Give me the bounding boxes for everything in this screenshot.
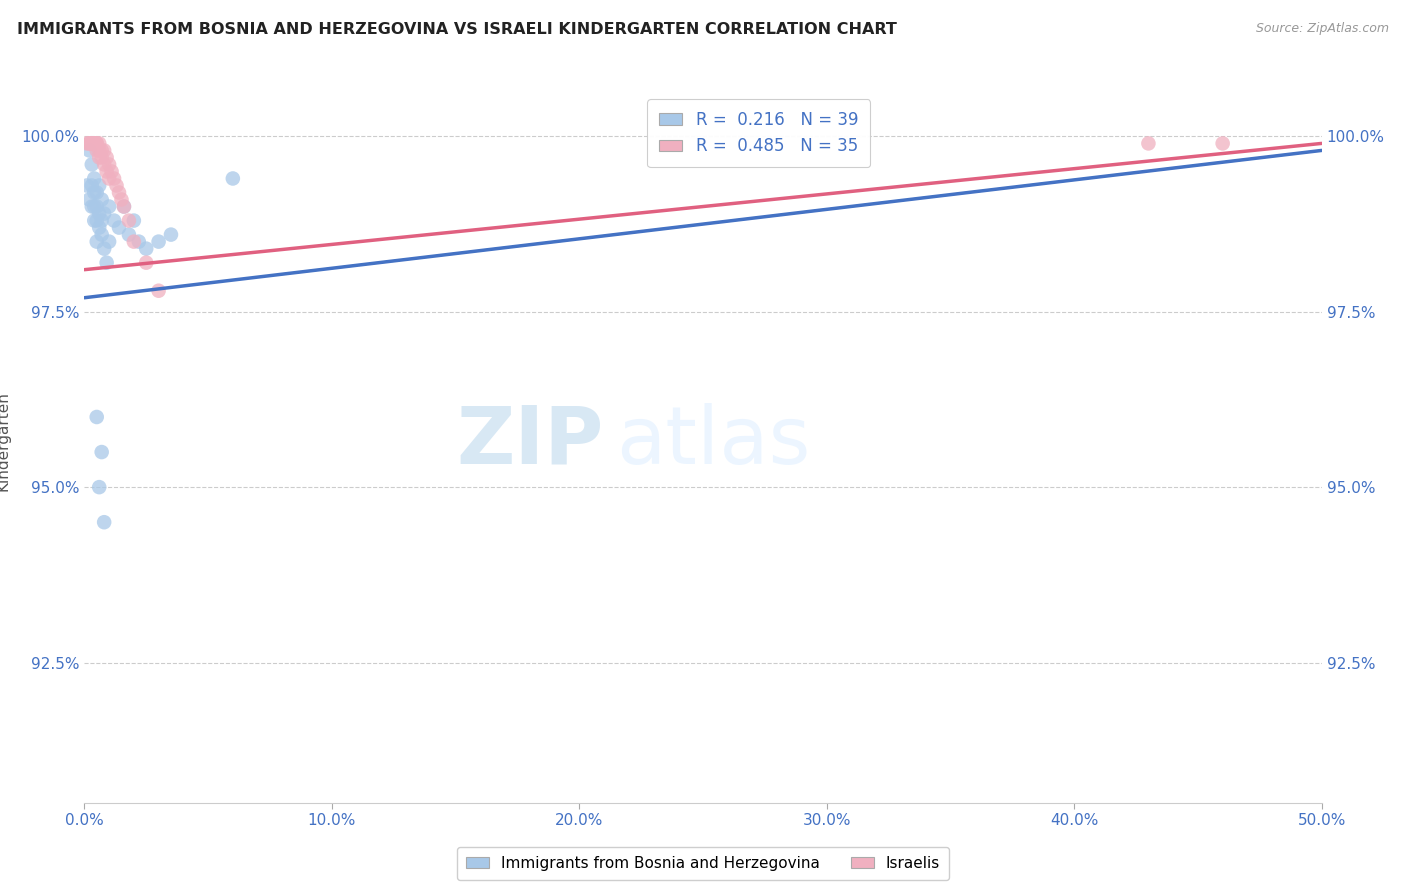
Point	[118, 227, 141, 242]
Point	[98, 171, 121, 186]
Point	[83, 136, 105, 151]
Point	[86, 200, 108, 214]
Text: atlas: atlas	[616, 402, 811, 481]
Point	[90, 213, 112, 227]
Point	[89, 480, 111, 494]
Text: Source: ZipAtlas.com: Source: ZipAtlas.com	[1256, 22, 1389, 36]
Point	[80, 178, 103, 193]
Point	[93, 515, 115, 529]
Point	[86, 213, 108, 227]
Point	[103, 213, 125, 227]
Point	[103, 171, 125, 186]
Point	[79, 136, 101, 151]
Point	[83, 171, 105, 186]
Point	[90, 445, 112, 459]
Point	[86, 409, 108, 424]
Point	[90, 193, 112, 207]
Point	[105, 178, 128, 193]
Point	[86, 186, 108, 200]
Point	[83, 136, 105, 151]
Point	[76, 136, 98, 151]
Point	[122, 213, 145, 227]
Point	[98, 157, 121, 171]
Legend: Immigrants from Bosnia and Herzegovina, Israelis: Immigrants from Bosnia and Herzegovina, …	[457, 847, 949, 880]
Point	[96, 164, 118, 178]
Point	[1212, 136, 1234, 151]
Point	[96, 151, 118, 165]
Text: IMMIGRANTS FROM BOSNIA AND HERZEGOVINA VS ISRAELI KINDERGARTEN CORRELATION CHART: IMMIGRANTS FROM BOSNIA AND HERZEGOVINA V…	[17, 22, 897, 37]
Point	[79, 144, 101, 158]
Point	[79, 136, 101, 151]
Point	[93, 206, 115, 220]
Point	[118, 213, 141, 227]
Point	[83, 186, 105, 200]
Point	[100, 164, 122, 178]
Text: ZIP: ZIP	[457, 402, 605, 481]
Point	[89, 144, 111, 158]
Point	[80, 136, 103, 151]
Point	[222, 171, 245, 186]
Point	[108, 220, 131, 235]
Point	[93, 242, 115, 256]
Point	[90, 151, 112, 165]
Point	[76, 178, 98, 193]
Point	[89, 136, 111, 151]
Point	[89, 220, 111, 235]
Point	[135, 255, 157, 269]
Point	[80, 200, 103, 214]
Point	[160, 227, 183, 242]
Point	[90, 227, 112, 242]
Point	[80, 136, 103, 151]
Y-axis label: Kindergarten: Kindergarten	[0, 392, 10, 491]
Point	[108, 186, 131, 200]
Point	[86, 144, 108, 158]
Point	[83, 200, 105, 214]
Point	[1137, 136, 1160, 151]
Point	[148, 284, 170, 298]
Point	[110, 193, 132, 207]
Point	[93, 157, 115, 171]
Point	[148, 235, 170, 249]
Point	[93, 144, 115, 158]
Point	[83, 213, 105, 227]
Point	[96, 255, 118, 269]
Point	[86, 136, 108, 151]
Point	[86, 235, 108, 249]
Point	[112, 200, 135, 214]
Legend: R =  0.216   N = 39, R =  0.485   N = 35: R = 0.216 N = 39, R = 0.485 N = 35	[647, 99, 870, 167]
Point	[83, 136, 105, 151]
Point	[112, 200, 135, 214]
Point	[80, 136, 103, 151]
Point	[79, 193, 101, 207]
Point	[98, 200, 121, 214]
Point	[98, 235, 121, 249]
Point	[135, 242, 157, 256]
Point	[86, 136, 108, 151]
Point	[89, 178, 111, 193]
Point	[128, 235, 150, 249]
Point	[89, 151, 111, 165]
Point	[80, 157, 103, 171]
Point	[89, 206, 111, 220]
Point	[90, 144, 112, 158]
Point	[122, 235, 145, 249]
